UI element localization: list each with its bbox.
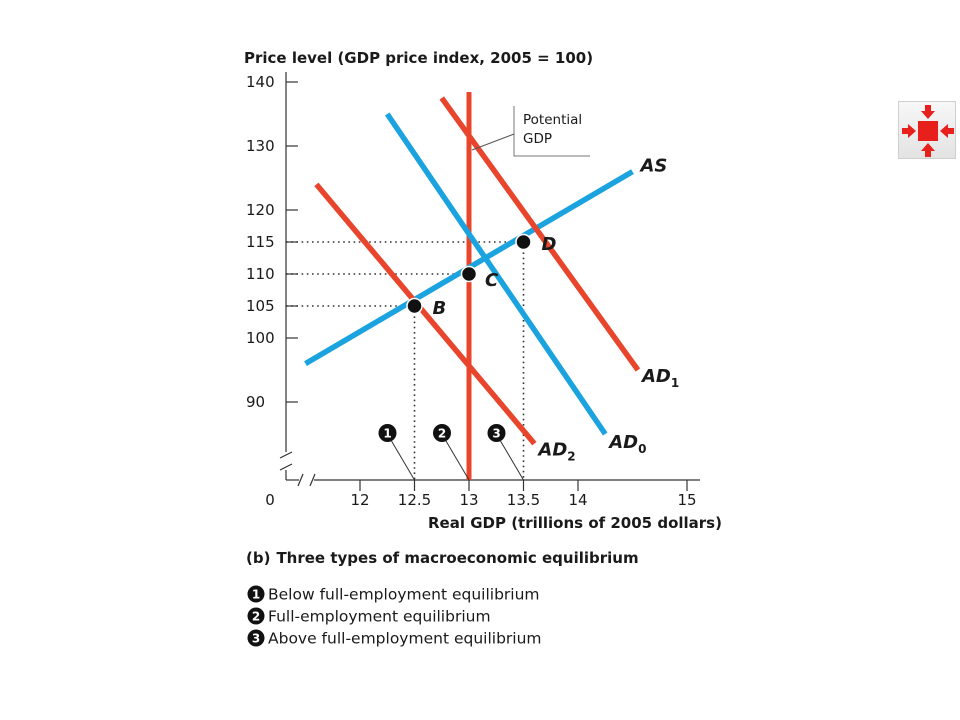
potential-gdp-label: Potential <box>523 112 582 128</box>
equilibrium-point-b <box>406 297 423 315</box>
y-tick-label: 90 <box>246 393 265 411</box>
x-axis-break-left <box>297 473 304 487</box>
legend-marker-number: 1 <box>252 588 260 602</box>
curve-label-subscript: 1 <box>671 376 679 390</box>
y-tick-label: 120 <box>246 201 275 219</box>
marker-number: 1 <box>383 427 391 441</box>
point-label-d: D <box>542 234 557 255</box>
y-tick-label: 110 <box>246 265 275 283</box>
caption-title: Three types of macroeconomic equilibrium <box>276 549 638 567</box>
point-label-b: B <box>433 298 447 319</box>
y-axis-break-bottom <box>279 463 293 471</box>
curve-ad2 <box>314 182 537 446</box>
curve-label-subscript: 0 <box>638 442 646 456</box>
x-axis-title: Real GDP (trillions of 2005 dollars) <box>428 514 722 532</box>
marker-leader-1 <box>391 440 415 481</box>
collapse-arrows-icon <box>902 105 954 157</box>
legend-marker-number: 3 <box>252 632 260 646</box>
potential-gdp-label: GDP <box>523 131 552 147</box>
legend-item-text: Above full-employment equilibrium <box>268 630 542 648</box>
x-tick-label: 15 <box>677 491 696 509</box>
legend-marker-3 <box>247 629 265 647</box>
marker-leader-2 <box>445 440 470 481</box>
potential-gdp-label-bg <box>514 106 590 156</box>
equilibrium-point-c <box>460 265 478 283</box>
marker-leader-3 <box>500 440 524 481</box>
x-axis-break-right <box>309 473 316 487</box>
origin-label: 0 <box>265 491 275 509</box>
chart-caption: (b) Three types of macroeconomic equilibr… <box>246 549 639 567</box>
marker-1 <box>378 424 397 442</box>
guide-lines <box>286 241 525 480</box>
x-tick-label: 12 <box>350 491 369 509</box>
x-tick-label: 13 <box>459 491 478 509</box>
y-axis-break-top <box>279 451 293 459</box>
legend-marker-1 <box>247 585 265 603</box>
y-tick-label: 140 <box>246 73 275 91</box>
legend: 1 Below full-employment equilibrium 2 Full-… <box>247 585 542 648</box>
curve-label-ad2: AD2 <box>536 440 575 464</box>
nav-button[interactable] <box>898 101 956 159</box>
legend-marker-2 <box>247 607 265 625</box>
y-tick-label: 105 <box>246 297 275 315</box>
curve-ad0 <box>384 112 608 436</box>
marker-3 <box>487 424 506 442</box>
y-tick-label: 100 <box>246 329 275 347</box>
curve-ad1 <box>439 96 641 372</box>
y-axis-title: Price level (GDP price index, 2005 = 100… <box>244 49 593 67</box>
caption-prefix: (b) <box>246 549 270 567</box>
legend-marker-number: 2 <box>252 610 260 624</box>
curve-label-ad0: AD0 <box>607 432 646 456</box>
curve-label-as: AS <box>639 156 668 177</box>
potential-gdp-leader <box>471 133 515 151</box>
x-tick-label: 12.5 <box>398 491 431 509</box>
point-label-c: C <box>485 270 499 291</box>
marker-number: 3 <box>492 427 500 441</box>
x-tick-label: 14 <box>568 491 587 509</box>
curve-label-subscript: 2 <box>567 450 575 464</box>
y-tick-label: 130 <box>246 137 275 155</box>
y-tick-label: 115 <box>246 233 275 251</box>
legend-item-text: Full-employment equilibrium <box>268 608 491 626</box>
equilibrium-point-d <box>515 233 532 251</box>
potential-gdp-label-border <box>513 106 590 157</box>
annotations: AS AD0 AD1 AD2 Potential GDP B C D 1 2 3 <box>378 106 679 481</box>
marker-2 <box>433 424 451 442</box>
x-tick-label: 13.5 <box>507 491 540 509</box>
legend-item-text: Below full-employment equilibrium <box>268 586 540 604</box>
marker-number: 2 <box>438 427 446 441</box>
curve-label-ad1: AD1 <box>640 366 679 390</box>
